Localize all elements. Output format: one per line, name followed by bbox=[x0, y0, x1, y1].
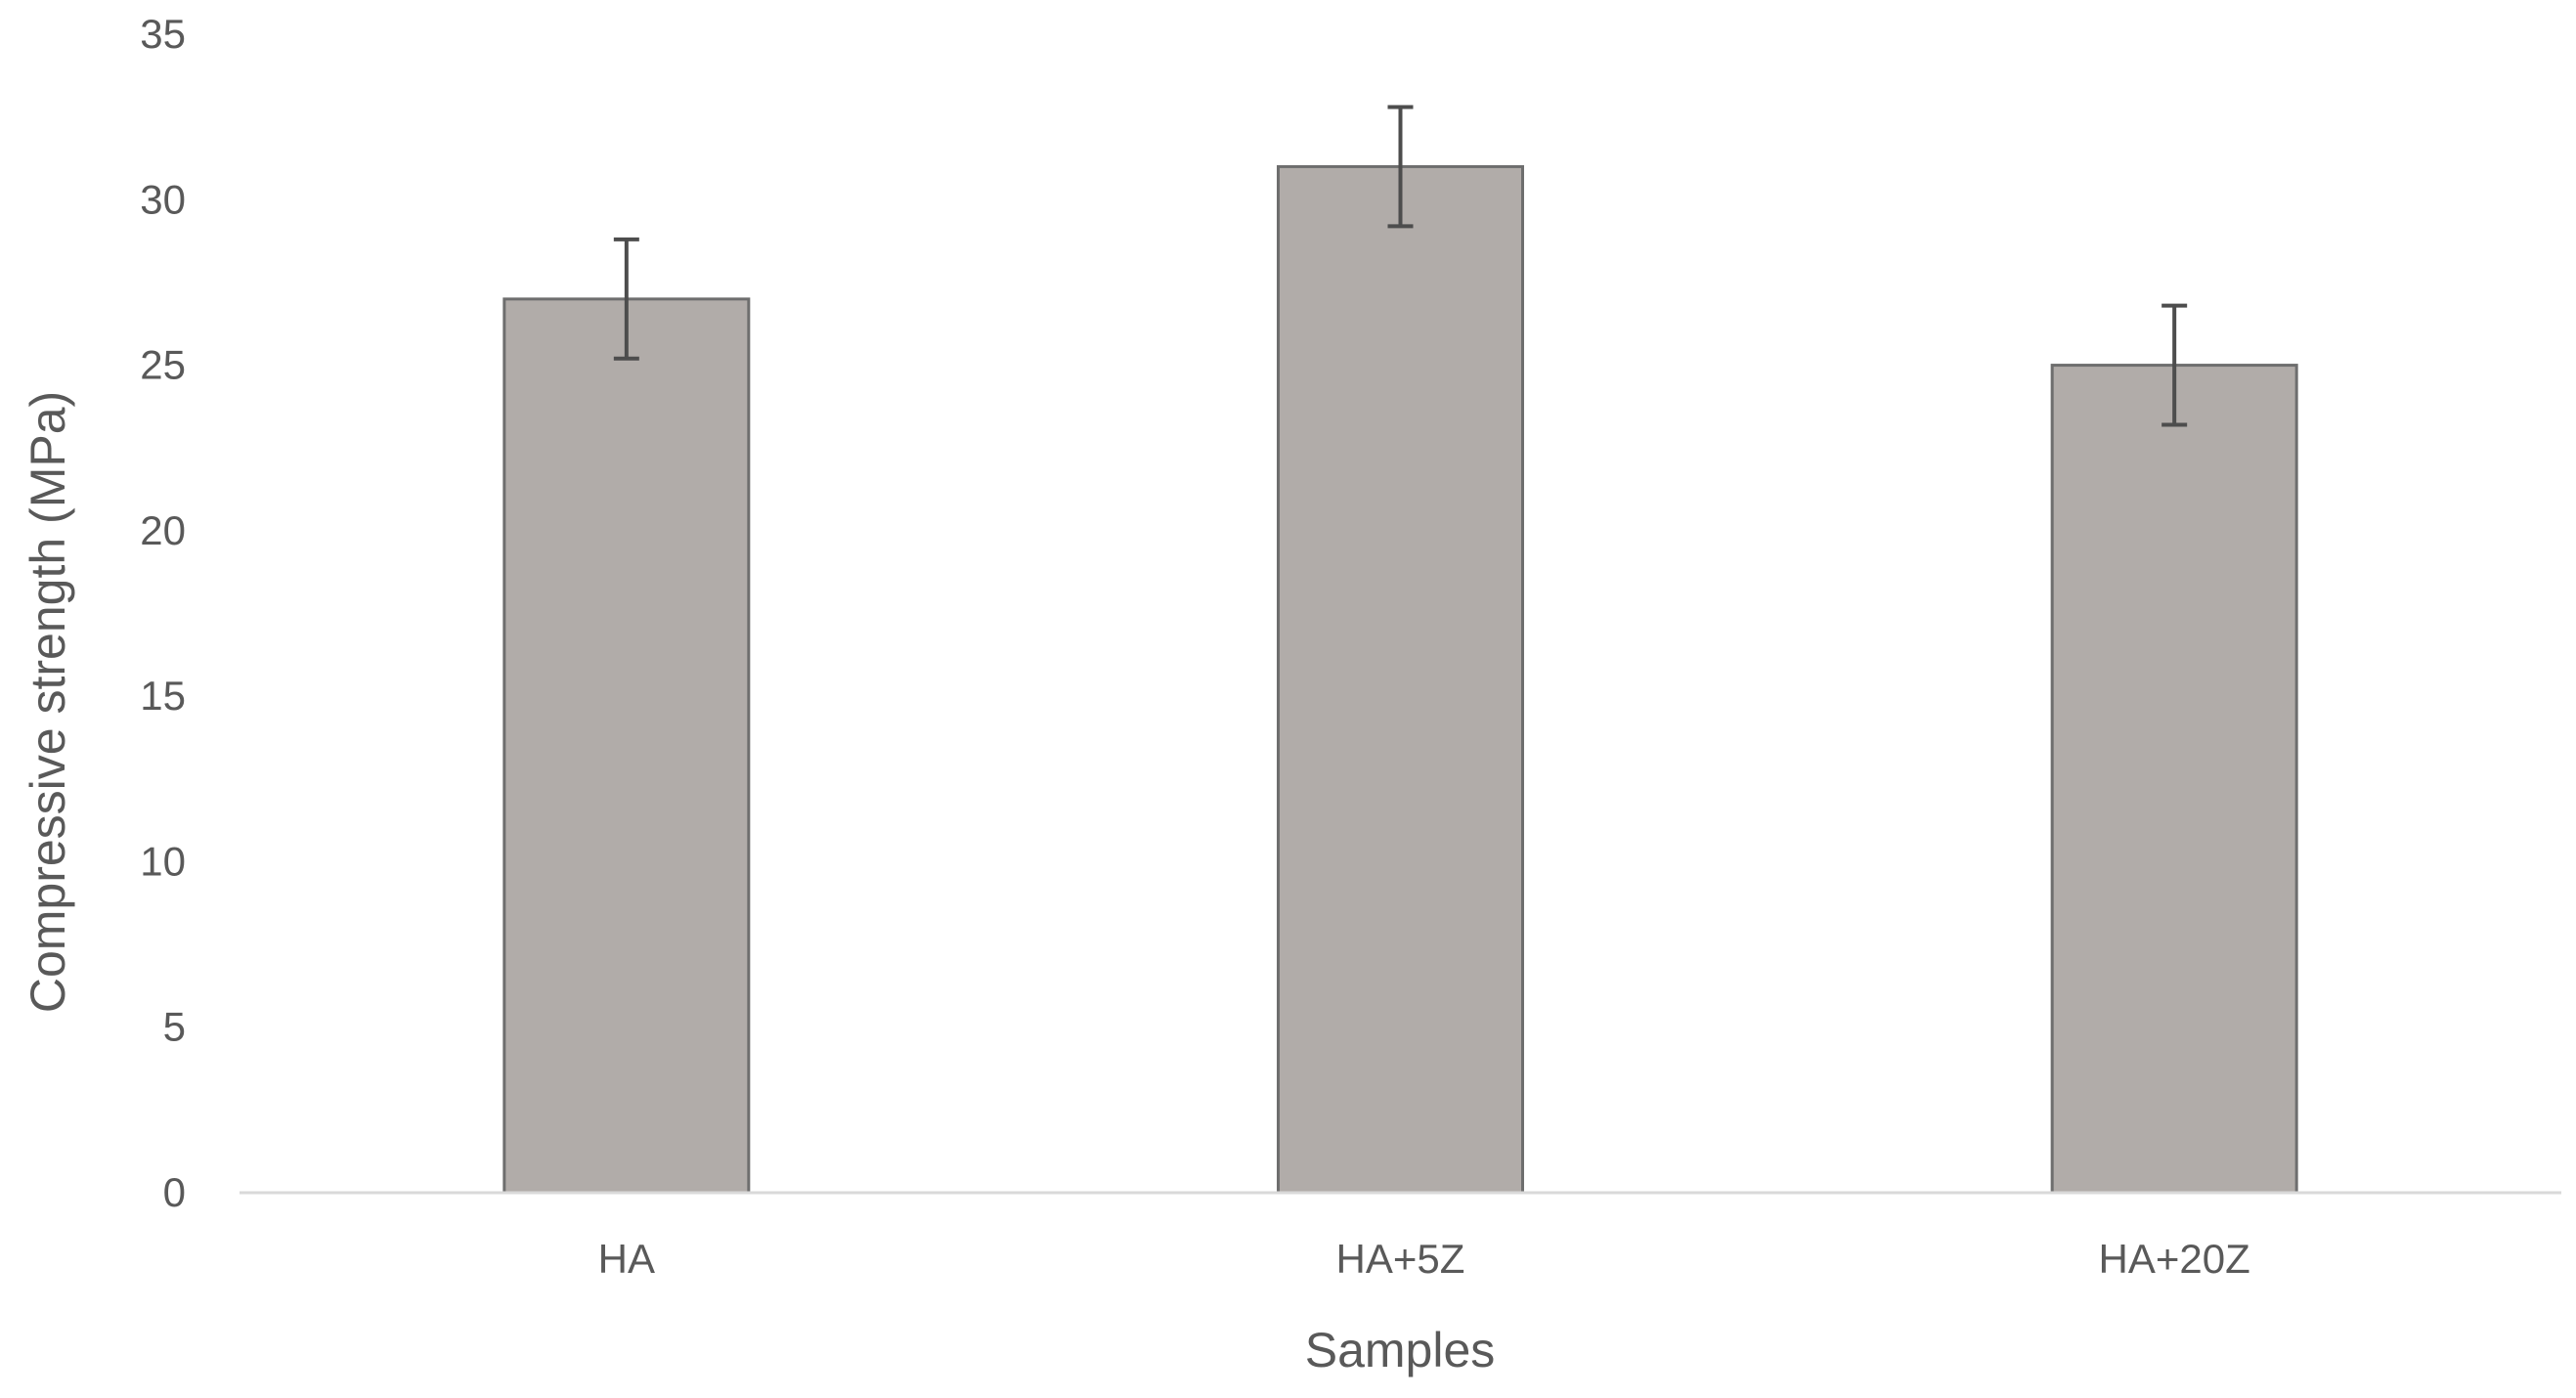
y-tick-label: 0 bbox=[163, 1169, 186, 1215]
x-axis-ticks: HA HA+5Z HA+20Z bbox=[598, 1236, 2250, 1282]
y-tick-label: 25 bbox=[140, 342, 186, 388]
error-bars-group bbox=[613, 105, 2188, 427]
y-tick-label: 20 bbox=[140, 507, 186, 553]
y-tick-label: 15 bbox=[140, 673, 186, 719]
bars-group bbox=[502, 164, 2298, 1195]
y-tick-label: 30 bbox=[140, 176, 186, 222]
bar-ha bbox=[502, 297, 751, 1195]
y-tick-label: 5 bbox=[163, 1004, 186, 1050]
y-tick-label: 35 bbox=[140, 11, 186, 57]
bar-ha-20z bbox=[2050, 364, 2298, 1195]
bar-ha-5z bbox=[1277, 164, 1524, 1195]
x-axis-title: Samples bbox=[1305, 1323, 1496, 1377]
y-axis-ticks: 0 5 10 15 20 25 30 35 bbox=[140, 11, 186, 1215]
x-tick-label: HA bbox=[598, 1236, 655, 1282]
x-tick-label: HA+5Z bbox=[1336, 1236, 1465, 1282]
y-axis-title: Compressive strength (MPa) bbox=[21, 391, 75, 1013]
y-tick-label: 10 bbox=[140, 838, 186, 884]
x-tick-label: HA+20Z bbox=[2099, 1236, 2250, 1282]
